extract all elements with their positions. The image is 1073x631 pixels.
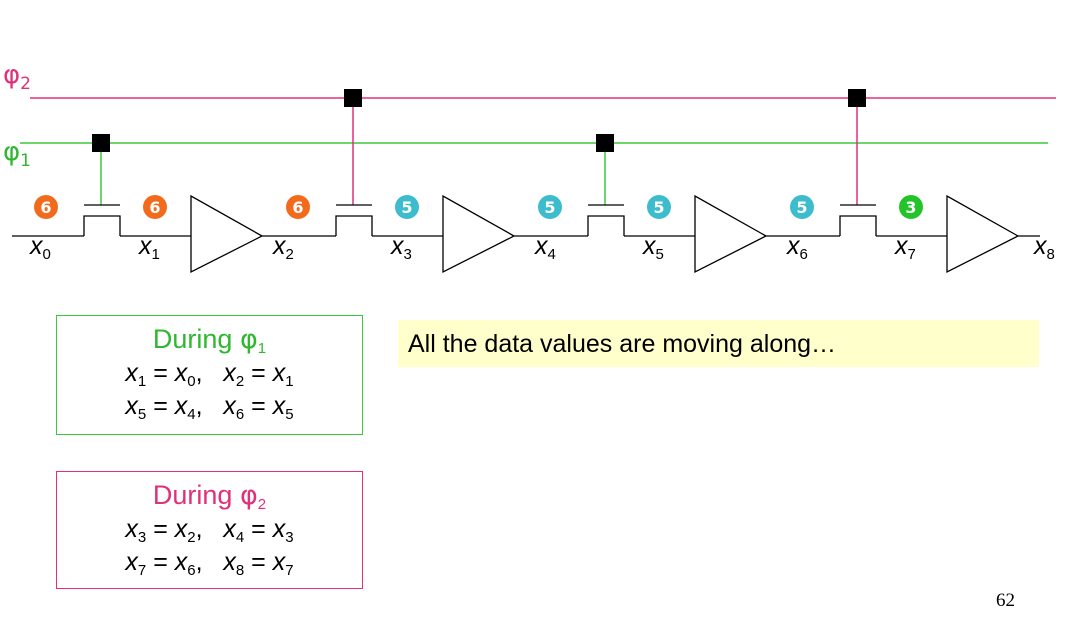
value-badge-3: 6 xyxy=(286,195,310,219)
node-label-x0: x0 xyxy=(29,232,51,263)
node-label-x5: x5 xyxy=(642,232,664,263)
svg-text:5: 5 xyxy=(401,198,412,217)
transmission-gate-3 xyxy=(587,204,625,236)
svg-text:6: 6 xyxy=(292,198,303,217)
node-label-x1: x1 xyxy=(138,232,160,263)
node-label-x8: x8 xyxy=(1033,232,1055,263)
transmission-gate-2 xyxy=(335,204,373,236)
node-label-x3: x3 xyxy=(390,232,412,263)
value-badge-1: 6 xyxy=(34,195,58,219)
clock-label-phi1: φ1 xyxy=(3,137,31,171)
value-badge-6: 5 xyxy=(647,195,671,219)
pipeline-diagram: φ2 φ1 xyxy=(3,60,1056,274)
node-label-x2: x2 xyxy=(272,232,294,263)
gate-connection-phi1-b xyxy=(596,134,614,205)
value-badge-5: 5 xyxy=(538,195,562,219)
during-phi2-title: During φ2 xyxy=(152,480,267,513)
node-label-x6: x6 xyxy=(786,232,808,263)
page-number: 62 xyxy=(996,590,1015,611)
during-phi2-box: During φ2 x3 = x2, x4 = x3 x7 = x6, x8 =… xyxy=(56,471,363,589)
logic-block-4 xyxy=(946,194,1020,274)
svg-text:3: 3 xyxy=(905,198,916,217)
during-phi2-equation-1: x3 = x2, x4 = x3 xyxy=(125,515,294,546)
value-badge-7: 5 xyxy=(790,195,814,219)
logic-block-2 xyxy=(442,194,516,274)
during-phi2-equation-2: x7 = x6, x8 = x7 xyxy=(125,548,294,579)
annotation-note: All the data values are moving along… xyxy=(398,320,1039,367)
svg-text:5: 5 xyxy=(653,198,664,217)
logic-block-3 xyxy=(694,194,768,274)
gate-connection-phi2-a xyxy=(344,89,362,205)
during-phi1-title: During φ1 xyxy=(152,324,267,357)
svg-text:5: 5 xyxy=(544,198,555,217)
during-phi1-equation-2: x5 = x4, x6 = x5 xyxy=(125,392,294,423)
value-badge-2: 6 xyxy=(143,195,167,219)
node-label-x4: x4 xyxy=(534,232,556,263)
node-label-x7: x7 xyxy=(894,232,916,263)
svg-text:6: 6 xyxy=(40,198,51,217)
svg-text:6: 6 xyxy=(149,198,160,217)
logic-block-1 xyxy=(190,194,264,274)
gate-connection-phi1-a xyxy=(92,134,110,205)
value-badge-8: 3 xyxy=(899,195,923,219)
gate-connection-phi2-b xyxy=(848,89,866,205)
transmission-gate-4 xyxy=(839,204,877,236)
during-phi1-equation-1: x1 = x0, x2 = x1 xyxy=(125,359,294,390)
transmission-gate-1 xyxy=(83,204,121,236)
during-phi1-box: During φ1 x1 = x0, x2 = x1 x5 = x4, x6 =… xyxy=(56,315,363,435)
svg-text:5: 5 xyxy=(796,198,807,217)
value-badge-4: 5 xyxy=(395,195,419,219)
clock-label-phi2: φ2 xyxy=(3,60,31,94)
